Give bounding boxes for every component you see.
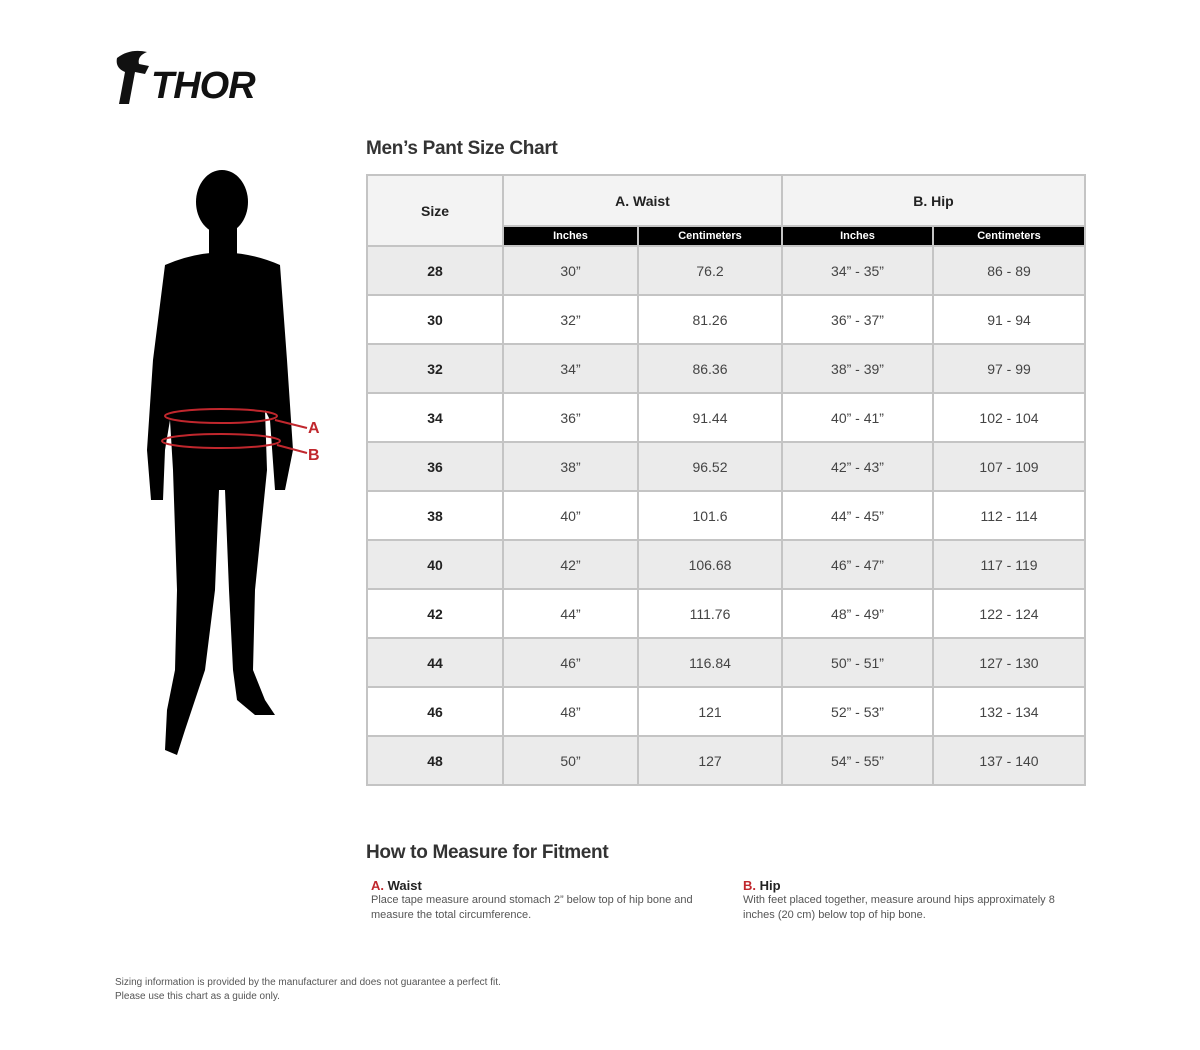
cell-hip-inches: 46” - 47” [781, 539, 934, 590]
cell-waist-cm: 76.2 [637, 245, 783, 296]
table-row: 32 34” 86.36 38” - 39” 97 - 99 [366, 343, 1087, 394]
cell-waist-cm: 86.36 [637, 343, 783, 394]
cell-size: 44 [366, 637, 504, 688]
cell-waist-cm: 127 [637, 735, 783, 786]
cell-hip-cm: 122 - 124 [931, 588, 1087, 639]
cell-waist-cm: 106.68 [637, 539, 783, 590]
cell-size: 38 [366, 490, 504, 541]
cell-waist-cm: 116.84 [637, 637, 783, 688]
waist-instructions: A. Waist Place tape measure around stoma… [371, 878, 701, 923]
cell-size: 42 [366, 588, 504, 639]
cell-hip-inches: 52” - 53” [781, 686, 934, 737]
cell-hip-cm: 137 - 140 [931, 735, 1087, 786]
cell-size: 46 [366, 686, 504, 737]
cell-hip-cm: 107 - 109 [931, 441, 1087, 492]
cell-hip-cm: 132 - 134 [931, 686, 1087, 737]
cell-hip-cm: 112 - 114 [931, 490, 1087, 541]
cell-hip-inches: 50” - 51” [781, 637, 934, 688]
cell-hip-cm: 117 - 119 [931, 539, 1087, 590]
cell-waist-cm: 96.52 [637, 441, 783, 492]
table-row: 48 50” 127 54” - 55” 137 - 140 [366, 735, 1087, 786]
waist-name: Waist [387, 878, 422, 893]
table-row: 34 36” 91.44 40” - 41” 102 - 104 [366, 392, 1087, 443]
cell-size: 32 [366, 343, 504, 394]
waist-letter: A. [371, 878, 384, 893]
cell-hip-cm: 97 - 99 [931, 343, 1087, 394]
how-to-title: How to Measure for Fitment [366, 842, 609, 863]
subheader-hip-cm: Centimeters [931, 225, 1087, 247]
cell-waist-cm: 121 [637, 686, 783, 737]
label-a: A [308, 420, 320, 437]
cell-hip-inches: 42” - 43” [781, 441, 934, 492]
cell-waist-inches: 44” [502, 588, 639, 639]
waist-header: A. Waist [502, 174, 783, 227]
cell-waist-cm: 81.26 [637, 294, 783, 345]
subheader-waist-inches: Inches [502, 225, 639, 247]
waist-text: Place tape measure around stomach 2” bel… [371, 894, 693, 921]
cell-hip-cm: 86 - 89 [931, 245, 1087, 296]
chart-title: Men’s Pant Size Chart [366, 138, 558, 159]
hip-header: B. Hip [780, 174, 1087, 227]
subheader-waist-cm: Centimeters [637, 225, 783, 247]
hip-name: Hip [759, 878, 781, 893]
cell-waist-cm: 91.44 [637, 392, 783, 443]
cell-waist-cm: 101.6 [637, 490, 783, 541]
subheader-hip-inches: Inches [781, 225, 934, 247]
cell-waist-inches: 34” [502, 343, 639, 394]
cell-waist-inches: 32” [502, 294, 639, 345]
cell-size: 48 [366, 735, 504, 786]
disclaimer-line-2: Please use this chart as a guide only. [115, 991, 280, 1002]
table-row: 42 44” 111.76 48” - 49” 122 - 124 [366, 588, 1087, 639]
table-row: 46 48” 121 52” - 53” 132 - 134 [366, 686, 1087, 737]
cell-size: 40 [366, 539, 504, 590]
cell-hip-cm: 91 - 94 [931, 294, 1087, 345]
size-chart-table: Size A. Waist B. Hip Inches Centimeters … [366, 174, 1087, 786]
cell-waist-inches: 36” [502, 392, 639, 443]
cell-hip-inches: 44” - 45” [781, 490, 934, 541]
cell-hip-inches: 34” - 35” [781, 245, 934, 296]
cell-size: 34 [366, 392, 504, 443]
cell-waist-inches: 30” [502, 245, 639, 296]
cell-waist-inches: 38” [502, 441, 639, 492]
cell-hip-inches: 40” - 41” [781, 392, 934, 443]
table-row: 44 46” 116.84 50” - 51” 127 - 130 [366, 637, 1087, 688]
disclaimer: Sizing information is provided by the ma… [115, 976, 501, 1004]
cell-hip-inches: 54” - 55” [781, 735, 934, 786]
table-row: 40 42” 106.68 46” - 47” 117 - 119 [366, 539, 1087, 590]
cell-waist-cm: 111.76 [637, 588, 783, 639]
cell-waist-inches: 42” [502, 539, 639, 590]
hip-letter: B. [743, 878, 756, 893]
hip-text: With feet placed together, measure aroun… [743, 894, 1055, 921]
table-row: 30 32” 81.26 36” - 37” 91 - 94 [366, 294, 1087, 345]
cell-size: 30 [366, 294, 504, 345]
disclaimer-line-1: Sizing information is provided by the ma… [115, 977, 501, 988]
cell-hip-inches: 38” - 39” [781, 343, 934, 394]
label-b: B [308, 447, 320, 464]
svg-text:THOR: THOR [151, 65, 256, 107]
cell-waist-inches: 46” [502, 637, 639, 688]
cell-hip-cm: 102 - 104 [931, 392, 1087, 443]
cell-size: 36 [366, 441, 504, 492]
table-row: 36 38” 96.52 42” - 43” 107 - 109 [366, 441, 1087, 492]
cell-waist-inches: 50” [502, 735, 639, 786]
hip-instructions: B. Hip With feet placed together, measur… [743, 878, 1073, 923]
thor-logo: THOR [115, 48, 290, 113]
table-row: 28 30” 76.2 34” - 35” 86 - 89 [366, 245, 1087, 296]
cell-waist-inches: 40” [502, 490, 639, 541]
cell-hip-inches: 36” - 37” [781, 294, 934, 345]
body-silhouette-figure: A B [125, 170, 335, 765]
cell-size: 28 [366, 245, 504, 296]
cell-hip-cm: 127 - 130 [931, 637, 1087, 688]
table-row: 38 40” 101.6 44” - 45” 112 - 114 [366, 490, 1087, 541]
size-header: Size [366, 174, 504, 247]
cell-hip-inches: 48” - 49” [781, 588, 934, 639]
cell-waist-inches: 48” [502, 686, 639, 737]
